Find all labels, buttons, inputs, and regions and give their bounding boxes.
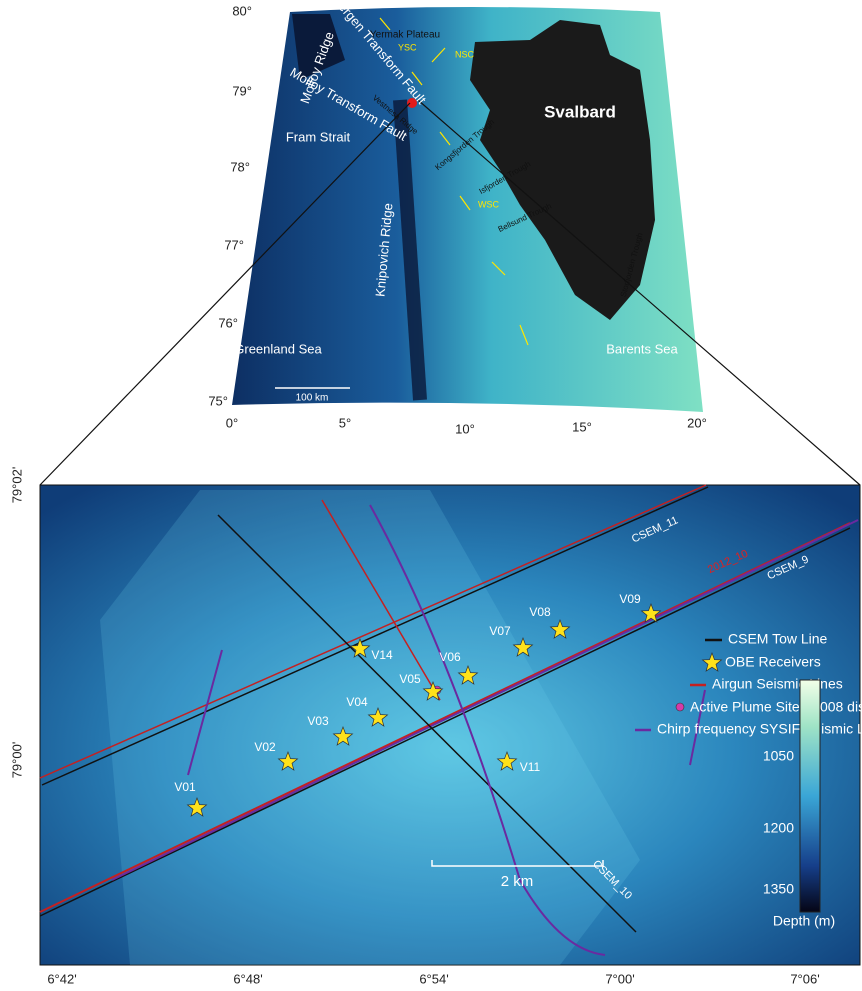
colorbar-tick: 1200 [763,820,794,836]
lat-label: 78° [230,159,250,174]
lat-label: 76° [218,315,238,330]
legend-label: OBE Receivers [725,654,821,670]
current-label: WSC [478,199,499,209]
scale-label: 2 km [501,873,534,890]
lat-label: 80° [232,3,252,18]
receiver-label: V04 [346,695,368,709]
place-label: Svalbard [544,102,616,121]
colorbar-label: Depth (m) [773,913,835,929]
receiver-label: V03 [307,714,329,728]
lon-label: 20° [687,415,707,430]
current-label: YSC [398,42,417,52]
receiver-label: V01 [174,780,196,794]
legend-label: Chirp frequency SYSIF Seismic Lines [657,721,862,737]
receiver-label: V05 [399,672,421,686]
depth-colorbar [800,680,820,912]
place-label: Fram Strait [286,129,351,144]
lon-label: 0° [226,415,238,430]
receiver-label: V08 [529,605,551,619]
place-label: Greenland Sea [234,341,322,356]
lon-label: 7°00' [605,971,634,986]
figure: 80° 79° 78° 77° 76° 75° 0° 5° 10° 15° 20… [0,0,862,991]
lat-label: 79° [232,83,252,98]
legend-label: Active Plume Site - 2008 discovery [690,699,862,715]
colorbar-tick: 1350 [763,881,794,897]
lat-label: 75° [208,393,228,408]
legend-label: CSEM Tow Line [728,631,828,647]
current-label: NSC [455,49,475,59]
receiver-label: V06 [439,650,461,664]
lat-label: 79°02' [9,467,24,504]
scale-label: 100 km [296,393,329,404]
legend-label: Airgun Seismic Lines [712,676,843,692]
lon-label: 7°06' [790,971,819,986]
lon-label: 6°42' [47,971,76,986]
receiver-label: V02 [254,740,276,754]
receiver-label: V07 [489,624,511,638]
lon-label: 10° [455,421,475,436]
receiver-label: V14 [371,648,393,662]
lon-label: 6°48' [233,971,262,986]
colorbar-tick: 1050 [763,748,794,764]
lon-label: 15° [572,419,592,434]
receiver-label: V11 [520,760,541,774]
lat-label: 79°00' [9,742,24,779]
legend-swatch [676,703,684,711]
lon-label: 6°54' [419,971,448,986]
lon-label: 5° [339,415,351,430]
lat-label: 77° [224,237,244,252]
place-label: Barents Sea [606,341,678,356]
receiver-label: V09 [619,592,641,606]
